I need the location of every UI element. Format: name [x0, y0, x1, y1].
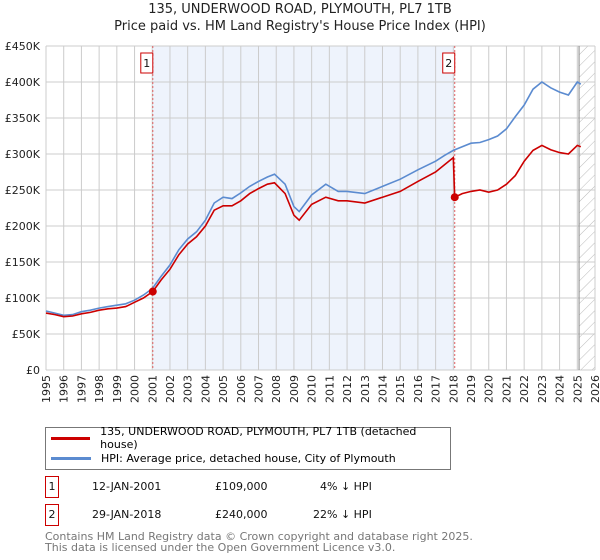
x-tick-label: 2008 — [270, 375, 283, 403]
x-tick-label: 2026 — [589, 375, 600, 403]
red-line-swatch — [51, 436, 91, 440]
marker-badge: 1 — [45, 476, 59, 498]
transaction-price: £240,000 — [215, 508, 268, 521]
x-tick-label: 2011 — [323, 375, 336, 403]
x-tick-label: 2004 — [199, 375, 212, 403]
chart-subtitle: Price paid vs. HM Land Registry's House … — [114, 19, 486, 34]
sale-marker-label: 1 — [143, 57, 150, 70]
x-tick-label: 2001 — [146, 375, 159, 403]
x-tick-label: 2021 — [500, 375, 513, 403]
x-tick-label: 2019 — [465, 375, 478, 403]
chart-title: 135, UNDERWOOD ROAD, PLYMOUTH, PL7 1TB — [148, 2, 452, 17]
y-tick-label: £0 — [26, 364, 40, 377]
x-tick-label: 2007 — [253, 375, 266, 403]
hpi-line — [45, 80, 582, 317]
x-tick-label: 2023 — [536, 375, 549, 403]
x-tick-label: 2014 — [376, 375, 389, 403]
x-tick-label: 2025 — [571, 375, 584, 403]
property-price-line — [45, 144, 582, 318]
y-tick-label: £450K — [5, 40, 41, 53]
x-tick-label: 2016 — [412, 375, 425, 403]
x-tick-label: 2015 — [394, 375, 407, 403]
x-tick-label: 2024 — [554, 375, 567, 403]
x-tick-label: 2022 — [518, 375, 531, 403]
marker-badge: 2 — [45, 504, 59, 526]
x-tick-label: 2012 — [341, 375, 354, 403]
x-tick-label: 2006 — [235, 375, 248, 403]
sale-marker-label: 2 — [445, 57, 452, 70]
x-tick-label: 2005 — [217, 375, 230, 403]
x-tick-label: 1996 — [58, 375, 71, 403]
x-tick-label: 2009 — [288, 375, 301, 403]
transaction-price: £109,000 — [215, 480, 268, 493]
sale-point — [148, 287, 157, 296]
y-tick-label: £350K — [5, 112, 41, 125]
x-tick-label: 2002 — [164, 375, 177, 403]
x-tick-label: 2003 — [182, 375, 195, 403]
x-tick-label: 2010 — [306, 375, 319, 403]
legend-item-property: 135, UNDERWOOD ROAD, PLYMOUTH, PL7 1TB (… — [51, 425, 450, 451]
x-tick-label: 1997 — [75, 375, 88, 403]
sale-point — [450, 193, 459, 202]
y-tick-label: £400K — [5, 76, 41, 89]
legend-label-hpi: HPI: Average price, detached house, City… — [101, 451, 396, 465]
price-chart: 1995 1996 1997 1998 1999 2000 2001 2002 2003 2004… — [5, 40, 600, 403]
shaded-ownership-region — [152, 46, 455, 370]
legend: 135, UNDERWOOD ROAD, PLYMOUTH, PL7 1TB (… — [45, 425, 451, 470]
transaction-date: 12-JAN-2001 — [92, 480, 162, 493]
x-tick-label: 1999 — [111, 375, 124, 403]
footer-copyright: Contains HM Land Registry data © Crown c… — [45, 530, 473, 543]
y-tick-label: £100K — [5, 292, 41, 305]
y-tick-label: £250K — [5, 184, 41, 197]
legend-label-property: 135, UNDERWOOD ROAD, PLYMOUTH, PL7 1TB (… — [100, 425, 417, 451]
x-tick-label: 2013 — [359, 375, 372, 403]
y-tick-label: £50K — [12, 328, 41, 341]
hatched-forecast-region — [579, 46, 595, 370]
y-tick-label: £150K — [5, 256, 41, 269]
y-tick-label: £300K — [5, 148, 41, 161]
sale-marker-box — [442, 52, 456, 74]
x-tick-label: 2017 — [430, 375, 443, 403]
sale-marker-box — [140, 52, 154, 74]
x-tick-label: 2000 — [129, 375, 142, 403]
x-tick-label: 1998 — [93, 375, 106, 403]
y-tick-label: £200K — [5, 220, 41, 233]
transaction-hpi: 4% ↓ HPI — [320, 480, 372, 493]
x-tick-label: 2018 — [447, 375, 460, 403]
blue-line-swatch — [51, 456, 91, 460]
legend-item-hpi: HPI: Average price, detached house, City… — [51, 449, 396, 467]
footer-licence: This data is licensed under the Open Gov… — [45, 541, 396, 554]
transaction-hpi: 22% ↓ HPI — [313, 508, 372, 521]
x-tick-label: 1995 — [40, 375, 53, 403]
x-tick-label: 2020 — [483, 375, 496, 403]
transaction-date: 29-JAN-2018 — [92, 508, 162, 521]
